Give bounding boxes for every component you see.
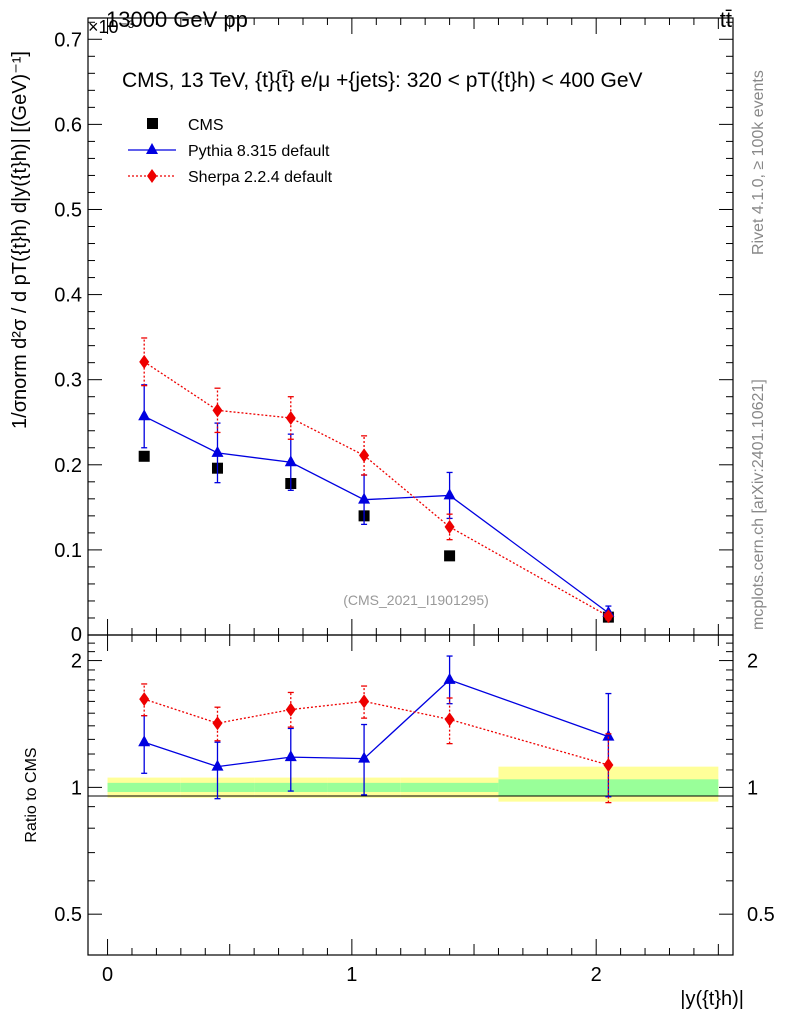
main-ytick-label: 0.1 <box>54 540 82 562</box>
legend-sherpa-marker <box>147 169 157 183</box>
ratio-point-sherpa <box>359 694 370 709</box>
main-point-sherpa <box>139 354 150 369</box>
ratio-point-sherpa <box>139 692 150 707</box>
ratio-series-line <box>143 679 609 768</box>
ratio-point-sherpa <box>212 716 223 731</box>
ratio-xlabel: |y({t}h)| <box>680 988 744 1010</box>
ratio-ytick-label-right: 2 <box>747 651 758 673</box>
main-title: CMS, 13 TeV, {t}{t̄} e/μ +{jets}: 320 < … <box>122 69 643 92</box>
ratio-series-line <box>143 698 609 766</box>
ratio-band-inner <box>400 782 499 793</box>
ratio-point-sherpa <box>603 758 614 773</box>
ratio-ytick-label: 2 <box>71 651 82 673</box>
main-ytick-label: 0.6 <box>54 114 82 136</box>
ratio-xtick-label: 1 <box>346 964 357 986</box>
main-series-1 <box>138 384 615 621</box>
ratio-ylabel: Ratio to CMS <box>23 747 40 842</box>
legend-cms-marker <box>147 118 158 129</box>
ratio-point-sherpa <box>444 712 455 727</box>
ratio-point-pythia <box>284 750 297 762</box>
main-series-line <box>143 415 609 614</box>
main-ytick-label-zero: 0 <box>71 624 82 646</box>
legend: CMS Pythia 8.315 default Sherpa 2.2.4 de… <box>128 117 333 186</box>
legend-cms-label: CMS <box>188 117 224 134</box>
legend-entry-sherpa: Sherpa 2.2.4 default <box>128 169 333 186</box>
energy-label: 13000 GeV pp <box>106 7 248 32</box>
ratio-point-pythia <box>211 759 224 771</box>
main-point-pythia <box>443 488 456 500</box>
ratio-ytick-label-right: 1 <box>747 777 758 799</box>
main-ytick-label: 0.7 <box>54 29 82 51</box>
rivet-label: Rivet 4.1.0, ≥ 100k events <box>750 70 767 255</box>
ratio-point-pythia <box>358 751 371 763</box>
exponent-label: ×10⁻³ <box>88 17 134 37</box>
ratio-ytick-label: 1 <box>71 777 82 799</box>
legend-pythia-label: Pythia 8.315 default <box>188 143 330 160</box>
main-ytick-label: 0.2 <box>54 455 82 477</box>
analysis-id-label: (CMS_2021_I1901295) <box>343 592 489 608</box>
legend-sherpa-label: Sherpa 2.2.4 default <box>188 169 333 186</box>
main-ytick-label: 0.3 <box>54 370 82 392</box>
ratio-xtick-label: 0 <box>102 964 113 986</box>
main-ytick-label: 0.4 <box>54 285 82 307</box>
main-point-cms <box>444 550 456 562</box>
main-point-pythia <box>138 409 151 421</box>
main-point-sherpa <box>359 448 370 463</box>
main-point-cms <box>138 450 150 462</box>
main-series-line <box>143 361 609 617</box>
process-label: tt̄ <box>720 7 732 32</box>
ratio-ytick-label-right: 0.5 <box>747 904 775 926</box>
ratio-point-sherpa <box>285 702 296 717</box>
ratio-point-pythia <box>443 672 456 684</box>
ratio-ytick-label: 0.5 <box>54 904 82 926</box>
main-point-sherpa <box>603 609 614 624</box>
main-point-pythia <box>211 445 224 457</box>
ratio-band-inner <box>107 782 181 793</box>
main-ytick-label: 0.5 <box>54 199 82 221</box>
main-point-pythia <box>358 492 371 504</box>
legend-pythia-marker <box>146 143 158 154</box>
main-frame <box>87 17 734 636</box>
main-point-sherpa <box>285 410 296 425</box>
ratio-xtick-label: 2 <box>591 964 602 986</box>
main-point-sherpa <box>444 519 455 534</box>
ratio-panel: 0.5 0.5 1 1 2 2 0 1 2 Ratio to CMS |y({t}h)| <box>23 634 775 1010</box>
ratio-point-pythia <box>602 729 615 741</box>
ratio-series-0 <box>138 655 615 800</box>
main-panel: 0.1 0.2 0.3 0.4 0.5 0.6 0.7 0 CMS, 13 TeV, {t}{… <box>9 17 734 646</box>
main-ylabel: 1/σnorm d²σ / d pT({t}h) d|y({t}h)| [(Ge… <box>9 51 31 429</box>
ratio-series-1 <box>139 683 614 804</box>
ratio-frame <box>87 634 734 956</box>
ratio-point-pythia <box>138 735 151 747</box>
main-point-pythia <box>284 455 297 467</box>
legend-entry-pythia: Pythia 8.315 default <box>128 143 330 160</box>
mcplots-label: mcplots.cern.ch [arXiv:2401.10621] <box>750 379 767 630</box>
main-point-sherpa <box>212 403 223 418</box>
legend-entry-cms: CMS <box>147 117 224 134</box>
main-series-2 <box>139 337 614 624</box>
